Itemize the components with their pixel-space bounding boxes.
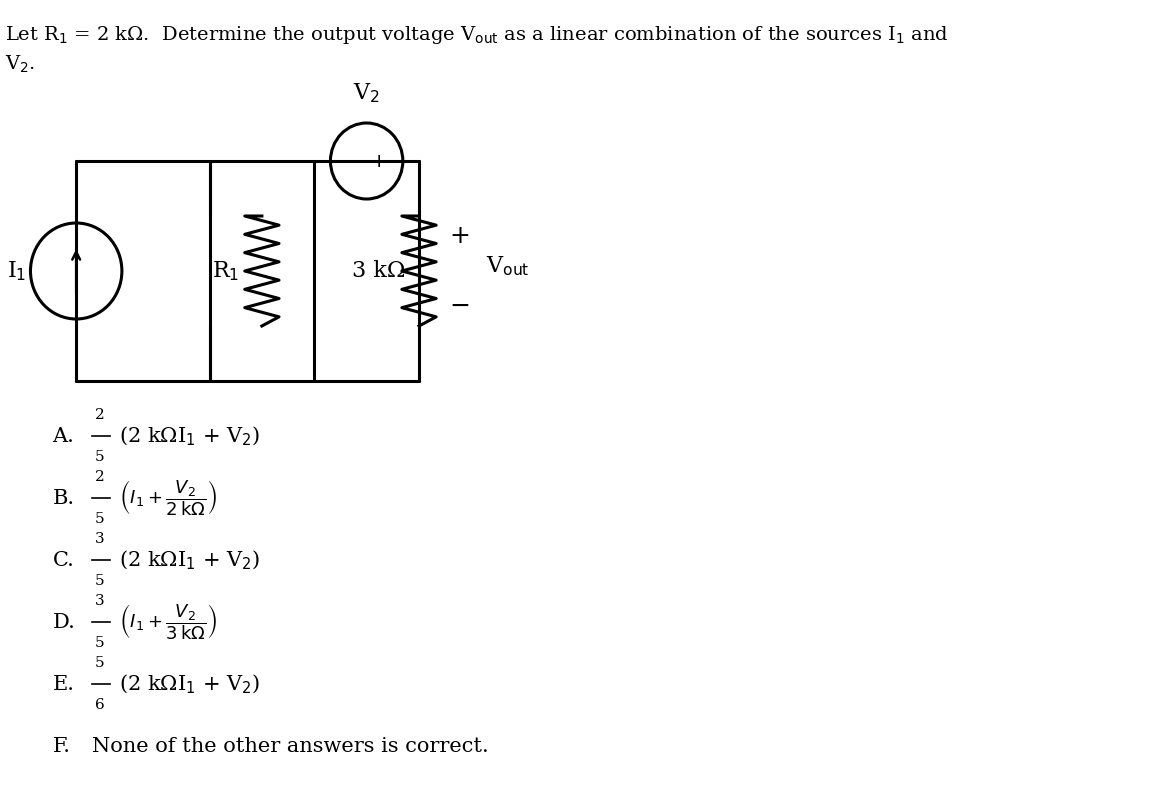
Text: (2 kΩI$_1$ + V$_2$): (2 kΩI$_1$ + V$_2$) xyxy=(119,424,260,447)
Text: +: + xyxy=(371,151,387,170)
Text: $\left(I_1 + \dfrac{V_2}{3\,\mathrm{k\Omega}}\right)$: $\left(I_1 + \dfrac{V_2}{3\,\mathrm{k\Om… xyxy=(119,603,218,642)
Text: +: + xyxy=(449,224,470,248)
Text: (2 kΩI$_1$ + V$_2$): (2 kΩI$_1$ + V$_2$) xyxy=(119,673,260,696)
Text: V$_{\mathrm{out}}$: V$_{\mathrm{out}}$ xyxy=(486,254,529,278)
Text: −: − xyxy=(346,151,363,170)
Text: Let R$_1$ = 2 kΩ.  Determine the output voltage V$_{\mathrm{out}}$ as a linear c: Let R$_1$ = 2 kΩ. Determine the output v… xyxy=(5,24,948,46)
Text: V$_2$: V$_2$ xyxy=(354,81,380,105)
Text: 5: 5 xyxy=(96,574,105,588)
Text: 6: 6 xyxy=(96,698,105,712)
Text: 2: 2 xyxy=(96,470,105,484)
Text: $\left(I_1 + \dfrac{V_2}{2\,\mathrm{k\Omega}}\right)$: $\left(I_1 + \dfrac{V_2}{2\,\mathrm{k\Om… xyxy=(119,478,218,518)
Text: R$_1$: R$_1$ xyxy=(212,259,240,283)
Text: I$_1$: I$_1$ xyxy=(7,259,26,283)
Text: 3: 3 xyxy=(96,532,105,546)
Text: 5: 5 xyxy=(96,512,105,526)
Text: 5: 5 xyxy=(96,656,105,670)
Text: 5: 5 xyxy=(96,450,105,464)
Text: 3 kΩ: 3 kΩ xyxy=(353,260,406,282)
Text: D.: D. xyxy=(52,612,75,631)
Text: V$_2$.: V$_2$. xyxy=(5,54,35,76)
Text: None of the other answers is correct.: None of the other answers is correct. xyxy=(92,736,490,755)
Text: 2: 2 xyxy=(96,408,105,422)
Text: C.: C. xyxy=(52,551,74,569)
Text: −: − xyxy=(449,294,470,318)
Text: E.: E. xyxy=(52,674,75,693)
Text: (2 kΩI$_1$ + V$_2$): (2 kΩI$_1$ + V$_2$) xyxy=(119,548,260,572)
Text: 3: 3 xyxy=(96,594,105,608)
Text: A.: A. xyxy=(52,427,74,446)
Text: 5: 5 xyxy=(96,636,105,650)
Text: B.: B. xyxy=(52,489,75,508)
Text: F.: F. xyxy=(52,736,70,755)
